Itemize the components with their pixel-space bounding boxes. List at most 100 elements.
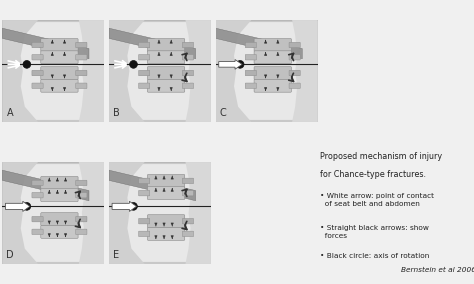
FancyArrow shape [112, 201, 137, 212]
Text: A: A [7, 108, 13, 118]
FancyBboxPatch shape [147, 174, 185, 187]
FancyBboxPatch shape [41, 189, 78, 202]
FancyBboxPatch shape [147, 79, 185, 92]
FancyBboxPatch shape [254, 51, 292, 64]
FancyBboxPatch shape [41, 39, 78, 51]
FancyArrow shape [5, 201, 30, 212]
FancyBboxPatch shape [254, 67, 292, 80]
FancyBboxPatch shape [147, 67, 185, 80]
Polygon shape [4, 164, 102, 262]
FancyBboxPatch shape [138, 178, 150, 184]
Circle shape [23, 202, 31, 210]
FancyBboxPatch shape [32, 180, 43, 186]
Polygon shape [2, 28, 89, 59]
FancyBboxPatch shape [182, 70, 193, 76]
FancyBboxPatch shape [138, 218, 150, 224]
Text: D: D [7, 250, 14, 260]
Text: • White arrow: point of contact
  of seat belt and abdomen: • White arrow: point of contact of seat … [320, 193, 434, 207]
FancyBboxPatch shape [245, 55, 256, 60]
FancyBboxPatch shape [76, 83, 87, 89]
FancyBboxPatch shape [182, 218, 193, 224]
Circle shape [23, 60, 31, 68]
Polygon shape [109, 20, 145, 122]
FancyBboxPatch shape [2, 20, 104, 122]
FancyBboxPatch shape [216, 20, 318, 122]
FancyBboxPatch shape [147, 51, 185, 64]
Polygon shape [216, 20, 251, 122]
FancyBboxPatch shape [245, 42, 256, 48]
Polygon shape [79, 162, 104, 264]
FancyBboxPatch shape [138, 190, 150, 196]
Polygon shape [218, 22, 316, 120]
FancyBboxPatch shape [2, 162, 104, 264]
FancyBboxPatch shape [138, 55, 150, 60]
FancyBboxPatch shape [76, 55, 87, 60]
FancyBboxPatch shape [32, 83, 43, 89]
FancyBboxPatch shape [182, 231, 193, 237]
Polygon shape [4, 22, 102, 120]
FancyBboxPatch shape [147, 215, 185, 227]
FancyBboxPatch shape [289, 42, 300, 48]
FancyBboxPatch shape [182, 190, 193, 196]
FancyBboxPatch shape [245, 70, 256, 76]
Polygon shape [111, 22, 209, 120]
FancyBboxPatch shape [41, 51, 78, 64]
Text: • Black circle: axis of rotation: • Black circle: axis of rotation [320, 254, 429, 260]
FancyBboxPatch shape [76, 229, 87, 235]
FancyBboxPatch shape [289, 70, 300, 76]
Text: C: C [220, 108, 227, 118]
FancyBboxPatch shape [41, 213, 78, 225]
FancyBboxPatch shape [138, 70, 150, 76]
FancyBboxPatch shape [41, 225, 78, 238]
FancyBboxPatch shape [76, 193, 87, 198]
Polygon shape [2, 20, 38, 122]
FancyBboxPatch shape [41, 79, 78, 92]
FancyBboxPatch shape [41, 67, 78, 80]
Text: Bernstein et al 2006: Bernstein et al 2006 [401, 267, 474, 273]
Polygon shape [109, 28, 196, 59]
FancyBboxPatch shape [41, 177, 78, 189]
FancyBboxPatch shape [182, 83, 193, 89]
Polygon shape [185, 162, 211, 264]
Text: for Chance-type fractures.: for Chance-type fractures. [320, 170, 426, 179]
FancyBboxPatch shape [182, 55, 193, 60]
FancyBboxPatch shape [138, 42, 150, 48]
FancyBboxPatch shape [76, 216, 87, 222]
FancyBboxPatch shape [32, 229, 43, 235]
FancyBboxPatch shape [182, 178, 193, 184]
FancyBboxPatch shape [182, 42, 193, 48]
FancyBboxPatch shape [138, 231, 150, 237]
FancyBboxPatch shape [32, 55, 43, 60]
Circle shape [129, 202, 137, 210]
FancyBboxPatch shape [32, 42, 43, 48]
Polygon shape [111, 164, 209, 262]
Circle shape [129, 60, 137, 68]
FancyBboxPatch shape [254, 79, 292, 92]
FancyBboxPatch shape [289, 55, 300, 60]
FancyBboxPatch shape [147, 39, 185, 51]
Text: Proposed mechanism of injury: Proposed mechanism of injury [320, 152, 442, 160]
Circle shape [236, 60, 244, 68]
FancyBboxPatch shape [138, 83, 150, 89]
FancyBboxPatch shape [109, 162, 211, 264]
Polygon shape [292, 20, 318, 122]
FancyBboxPatch shape [32, 70, 43, 76]
Text: B: B [113, 108, 120, 118]
Polygon shape [185, 20, 211, 122]
Text: E: E [113, 250, 119, 260]
FancyArrow shape [219, 60, 242, 69]
FancyBboxPatch shape [147, 227, 185, 240]
FancyBboxPatch shape [245, 83, 256, 89]
Text: • Straight black arrows: show
  forces: • Straight black arrows: show forces [320, 225, 429, 239]
Polygon shape [79, 20, 104, 122]
Polygon shape [109, 162, 145, 264]
FancyBboxPatch shape [32, 216, 43, 222]
FancyBboxPatch shape [289, 83, 300, 89]
FancyBboxPatch shape [254, 39, 292, 51]
Polygon shape [216, 28, 302, 59]
FancyBboxPatch shape [109, 20, 211, 122]
Polygon shape [2, 162, 38, 264]
Polygon shape [2, 170, 89, 201]
FancyBboxPatch shape [76, 70, 87, 76]
FancyBboxPatch shape [76, 42, 87, 48]
